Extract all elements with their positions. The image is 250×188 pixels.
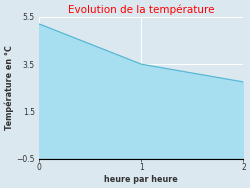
Title: Evolution de la température: Evolution de la température: [68, 4, 214, 15]
X-axis label: heure par heure: heure par heure: [104, 175, 178, 184]
Y-axis label: Température en °C: Température en °C: [4, 45, 14, 130]
